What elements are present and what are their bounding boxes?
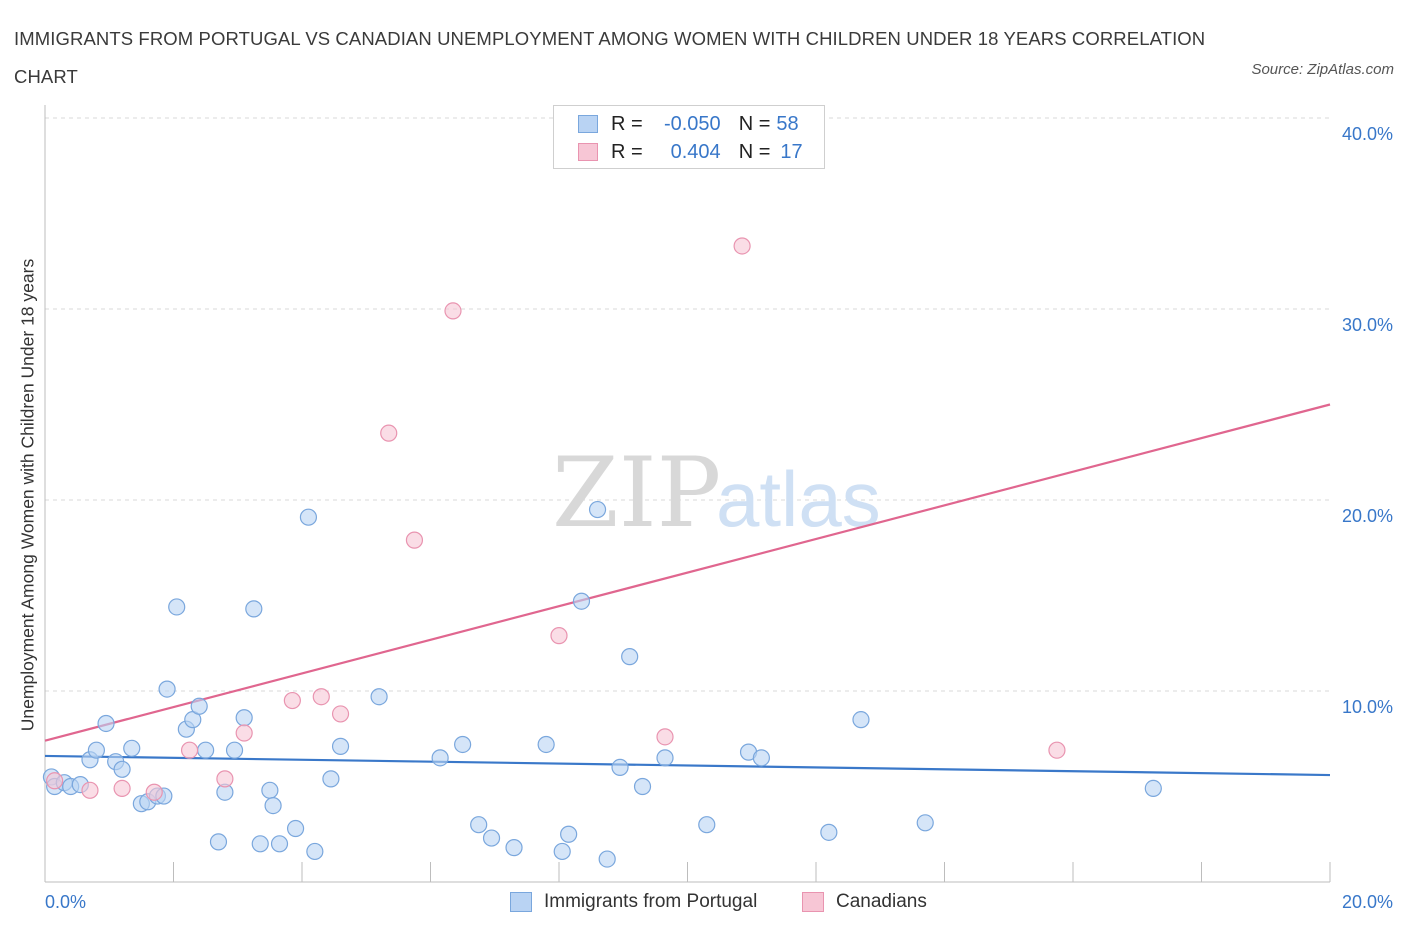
point-portugal: [245, 600, 263, 618]
point-portugal: [820, 823, 838, 841]
point-portugal: [197, 741, 215, 759]
watermark: ZIP atlas: [552, 437, 881, 549]
point-portugal: [572, 592, 591, 610]
point-portugal: [633, 777, 652, 796]
point-portugal: [331, 737, 350, 755]
point-portugal: [482, 829, 501, 847]
point-canadians: [1048, 741, 1066, 759]
point-canadians: [550, 627, 568, 645]
n-label: N =: [738, 140, 771, 163]
source-label: Source: ZipAtlas.com: [1251, 61, 1394, 78]
point-portugal: [470, 816, 488, 834]
point-portugal: [322, 770, 340, 788]
correlation-legend: R = -0.050 N = 58 R = 0.404 N = 17: [553, 105, 825, 169]
point-portugal: [752, 749, 770, 767]
point-canadians: [444, 302, 462, 320]
point-portugal: [656, 749, 674, 767]
r-label: R =: [611, 112, 643, 135]
point-canadians: [405, 531, 424, 549]
legend-swatch-blue: [510, 892, 532, 912]
point-portugal: [553, 842, 571, 861]
legend-label-canadians: Canadians: [836, 891, 927, 912]
legend-label-portugal: Immigrants from Portugal: [544, 891, 758, 912]
point-portugal: [537, 735, 555, 754]
chart-title: IMMIGRANTS FROM PORTUGAL VS CANADIAN UNE…: [14, 28, 1206, 87]
y-tick-label: 30.0%: [1342, 315, 1393, 335]
point-canadians: [235, 724, 253, 742]
point-canadians: [145, 783, 163, 801]
point-portugal: [158, 680, 176, 698]
watermark-zip: ZIP: [552, 437, 721, 549]
point-portugal: [299, 508, 318, 526]
point-portugal: [113, 760, 131, 778]
r-value: -0.050: [663, 112, 721, 135]
legend-swatch-pink: [802, 892, 824, 912]
data-points: [42, 237, 1162, 868]
point-portugal: [306, 842, 324, 861]
grid-lines: [45, 117, 1330, 692]
point-canadians: [46, 772, 64, 790]
trend-line-canadians: [44, 403, 1331, 742]
r-label: R =: [611, 140, 643, 163]
point-portugal: [97, 714, 115, 733]
point-canadians: [81, 781, 99, 799]
point-portugal: [190, 697, 208, 715]
point-portugal: [698, 816, 716, 834]
axes: [44, 105, 1331, 883]
point-portugal: [454, 735, 472, 754]
point-canadians: [216, 770, 234, 788]
legend-item-portugal: Immigrants from Portugal: [510, 889, 757, 915]
legend-item-canadians: Canadians: [802, 889, 927, 915]
point-portugal: [235, 709, 253, 727]
trend-line-portugal: [44, 754, 1331, 777]
n-value: 58: [776, 112, 799, 135]
y-tick-label: 40.0%: [1342, 124, 1393, 144]
n-value: 17: [780, 140, 803, 163]
legend-row-portugal: R = -0.050 N = 58: [578, 112, 799, 136]
point-portugal: [286, 819, 305, 838]
r-value: 0.404: [670, 140, 721, 163]
point-canadians: [380, 424, 398, 442]
watermark-atlas: atlas: [716, 455, 881, 543]
point-portugal: [505, 839, 523, 857]
y-tick-label: 10.0%: [1342, 697, 1393, 717]
n-label: N =: [738, 112, 771, 135]
legend-swatch-blue: [578, 115, 598, 133]
legend-swatch-pink: [578, 143, 598, 161]
tick-labels: 10.0% 20.0% 30.0% 40.0% 0.0% 20.0%: [45, 124, 1393, 912]
point-portugal: [209, 833, 228, 851]
point-portugal: [1144, 779, 1162, 798]
point-portugal: [270, 835, 289, 853]
trend-lines: [44, 403, 1331, 777]
point-portugal: [225, 741, 244, 759]
point-canadians: [312, 688, 330, 706]
point-portugal: [251, 835, 269, 853]
point-portugal: [261, 781, 279, 799]
x-tick-label: 20.0%: [1342, 892, 1393, 912]
point-portugal: [560, 825, 578, 843]
point-canadians: [283, 691, 301, 710]
point-portugal: [123, 739, 141, 757]
point-portugal: [852, 711, 870, 729]
point-canadians: [331, 705, 350, 723]
point-canadians: [656, 728, 674, 746]
point-portugal: [621, 648, 639, 666]
point-portugal: [431, 749, 449, 767]
point-portugal: [598, 850, 616, 868]
point-portugal: [87, 741, 106, 759]
y-tick-label: 20.0%: [1342, 506, 1393, 526]
point-portugal: [370, 688, 388, 706]
point-canadians: [180, 741, 199, 759]
point-portugal: [168, 598, 186, 616]
legend-row-canadians: R = 0.404 N = 17: [578, 140, 803, 164]
point-canadians: [113, 779, 131, 798]
point-portugal: [264, 796, 282, 815]
point-portugal: [588, 500, 607, 519]
point-canadians: [733, 237, 751, 255]
point-portugal: [611, 758, 629, 777]
point-portugal: [916, 814, 934, 832]
x-tick-label: 0.0%: [45, 892, 86, 912]
